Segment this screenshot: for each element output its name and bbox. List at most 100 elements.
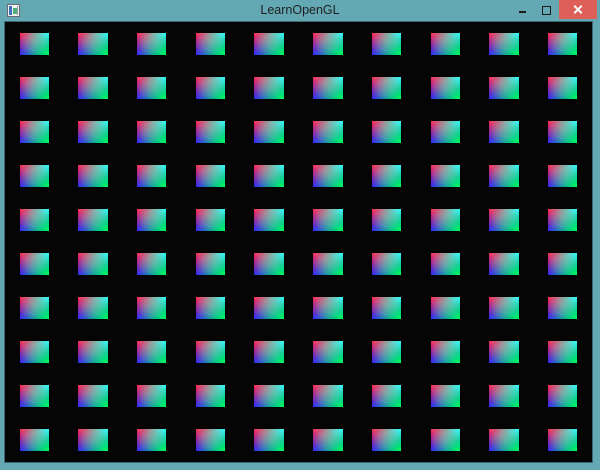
instanced-quad: [137, 297, 167, 319]
instanced-quad: [254, 253, 284, 275]
instanced-quad: [137, 165, 167, 187]
instanced-quad: [78, 209, 108, 231]
instanced-quad: [371, 253, 402, 275]
instanced-quad: [489, 77, 519, 99]
instanced-quad: [254, 121, 284, 143]
instanced-quad: [19, 253, 50, 275]
app-window-icon[interactable]: [7, 4, 20, 17]
instanced-quad: [254, 165, 284, 187]
instanced-quad: [19, 121, 50, 143]
instanced-quad: [430, 429, 460, 451]
instanced-quad: [254, 77, 284, 99]
instanced-quad: [489, 341, 519, 363]
maximize-icon: [541, 6, 551, 15]
instanced-quad: [19, 77, 50, 99]
instanced-quad: [313, 253, 343, 275]
instanced-quad: [489, 429, 519, 451]
instanced-quad: [430, 33, 460, 55]
instanced-quad: [195, 341, 226, 363]
instanced-quad: [195, 165, 226, 187]
instanced-quad: [547, 253, 578, 275]
instanced-quad: [313, 121, 343, 143]
instanced-quad: [137, 121, 167, 143]
instanced-quad: [313, 385, 343, 407]
instanced-quad: [371, 209, 402, 231]
instanced-quad: [137, 77, 167, 99]
instanced-quad: [313, 297, 343, 319]
instanced-quad: [137, 385, 167, 407]
instanced-quad: [137, 429, 167, 451]
instanced-quad: [254, 209, 284, 231]
instanced-quad: [430, 165, 460, 187]
gl-viewport: [5, 22, 592, 462]
instanced-quad: [19, 341, 50, 363]
instanced-quad: [313, 429, 343, 451]
instanced-quad: [489, 121, 519, 143]
close-button[interactable]: [559, 0, 597, 19]
instanced-quad: [313, 165, 343, 187]
instanced-quad: [430, 341, 460, 363]
instanced-quad: [78, 121, 108, 143]
maximize-button[interactable]: [533, 0, 559, 19]
instanced-quad: [78, 165, 108, 187]
instanced-quad: [547, 77, 578, 99]
instanced-quad: [371, 165, 402, 187]
instanced-quad: [195, 253, 226, 275]
instanced-quad: [547, 429, 578, 451]
instanced-quad: [371, 385, 402, 407]
minimize-button[interactable]: [511, 0, 533, 19]
instanced-quad: [78, 429, 108, 451]
minimize-icon: [518, 10, 526, 13]
instanced-quad: [78, 33, 108, 55]
instanced-quad: [313, 341, 343, 363]
instanced-quad: [195, 209, 226, 231]
instanced-quad: [547, 165, 578, 187]
instanced-quad: [430, 121, 460, 143]
instanced-quad: [430, 253, 460, 275]
instanced-quad: [19, 385, 50, 407]
instanced-quad: [254, 429, 284, 451]
instanced-quad: [371, 121, 402, 143]
instanced-quad: [195, 77, 226, 99]
instanced-quad: [137, 33, 167, 55]
instanced-quad: [78, 253, 108, 275]
instanced-quad: [195, 33, 226, 55]
instanced-quad: [254, 385, 284, 407]
instanced-quad: [371, 33, 402, 55]
instanced-quad: [19, 209, 50, 231]
instanced-quad: [547, 385, 578, 407]
instanced-quad: [313, 77, 343, 99]
instanced-quad: [489, 253, 519, 275]
instanced-quad: [489, 165, 519, 187]
instanced-quad: [254, 33, 284, 55]
instanced-quad: [489, 33, 519, 55]
instanced-quad: [313, 33, 343, 55]
instanced-quad: [430, 297, 460, 319]
instanced-quad: [430, 385, 460, 407]
instanced-quad: [489, 297, 519, 319]
instanced-quad: [430, 209, 460, 231]
instanced-quad: [254, 297, 284, 319]
instanced-quad: [371, 297, 402, 319]
instanced-quad: [137, 209, 167, 231]
instanced-quad: [78, 297, 108, 319]
instanced-quad: [137, 341, 167, 363]
instanced-quad: [313, 209, 343, 231]
titlebar[interactable]: LearnOpenGL: [0, 0, 600, 22]
instanced-quad: [371, 429, 402, 451]
instanced-quad: [430, 77, 460, 99]
instanced-quad: [547, 209, 578, 231]
instanced-quad: [489, 385, 519, 407]
instanced-quad: [19, 429, 50, 451]
instanced-quad: [195, 429, 226, 451]
instanced-quad: [78, 77, 108, 99]
app-icon-green-block: [13, 8, 17, 14]
window-title: LearnOpenGL: [260, 3, 340, 17]
instanced-quad: [547, 297, 578, 319]
instanced-quad: [195, 121, 226, 143]
instanced-quad: [254, 341, 284, 363]
instanced-quad: [195, 385, 226, 407]
instanced-quad: [547, 33, 578, 55]
instanced-quad: [78, 341, 108, 363]
